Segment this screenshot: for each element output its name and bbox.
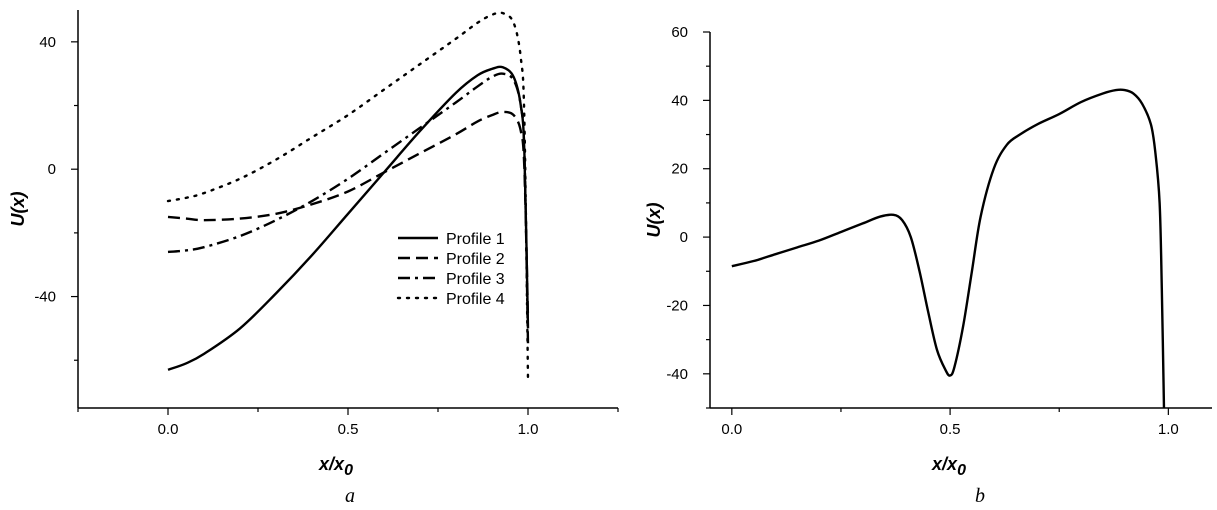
x-tick-label: 0.5 xyxy=(338,421,359,438)
series-line-curve xyxy=(731,88,1166,408)
y-tick-label: 60 xyxy=(671,24,688,41)
series-line-profile-3 xyxy=(167,72,530,345)
y-axis-title: U(x) xyxy=(644,202,664,237)
series-line-profile-4 xyxy=(166,11,530,381)
y-tick-label: 20 xyxy=(671,161,688,178)
y-tick-label: -20 xyxy=(666,297,688,314)
series-line-profile-1 xyxy=(167,65,530,371)
y-tick-label: 0 xyxy=(48,161,56,178)
x-tick-label: 0.0 xyxy=(721,421,742,438)
x-tick-label: 0.0 xyxy=(158,421,179,438)
x-axis-title-main: x/x xyxy=(318,454,345,474)
legend-label: Profile 3 xyxy=(446,271,505,288)
x-axis-title-subscript: 0 xyxy=(344,462,353,479)
x-tick-label: 1.0 xyxy=(1158,421,1179,438)
y-tick-label: 40 xyxy=(39,34,56,51)
legend-label: Profile 2 xyxy=(446,251,505,268)
x-tick-label: 0.5 xyxy=(940,421,961,438)
legend-label: Profile 4 xyxy=(446,291,505,308)
y-tick-label: -40 xyxy=(666,366,688,383)
x-tick-label: 1.0 xyxy=(518,421,539,438)
series-line-profile-2 xyxy=(167,110,530,319)
y-tick-label: 0 xyxy=(680,229,688,246)
y-tick-label: -40 xyxy=(34,289,56,306)
panel-label: b xyxy=(975,485,985,507)
panel-label: a xyxy=(345,485,355,507)
legend-label: Profile 1 xyxy=(446,231,505,248)
y-tick-label: 40 xyxy=(671,92,688,109)
x-axis-title-main: x/x xyxy=(931,454,958,474)
y-axis-title: U(x) xyxy=(8,191,28,226)
x-axis-title-subscript: 0 xyxy=(957,462,966,479)
x-axis-title: x/x0 xyxy=(931,454,966,479)
x-axis-title: x/x0 xyxy=(318,454,353,479)
